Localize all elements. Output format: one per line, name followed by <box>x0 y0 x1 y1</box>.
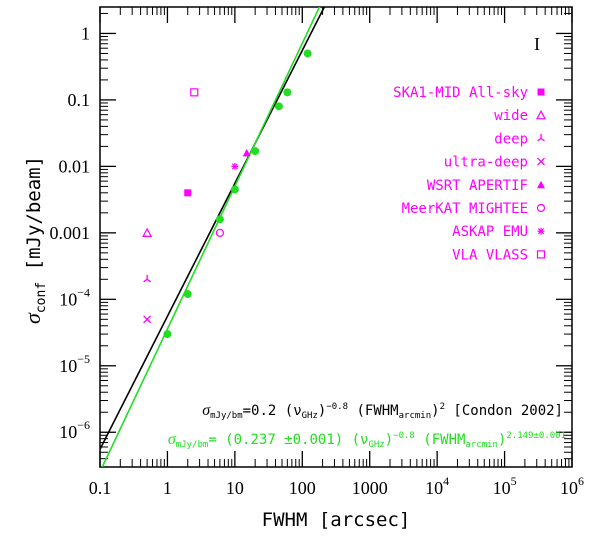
legend-label: VLA VLASS <box>452 247 528 263</box>
svg-text:σmJy/bm=0.2 (νGHz)−0.8 (FWHMar: σmJy/bm=0.2 (νGHz)−0.8 (FWHMarcmin)2 [Co… <box>202 402 563 421</box>
y-axis-title: σconf [mJy/beam] <box>20 156 49 324</box>
x-tick-label: 104 <box>425 474 449 498</box>
x-tick-label: 1 <box>163 478 172 498</box>
survey-point-open-circle <box>215 228 224 237</box>
x-tick-label: 1000 <box>352 478 388 498</box>
legend-marker-filled-triangle <box>537 180 545 189</box>
fit-point <box>215 215 224 224</box>
y-tick-label: 0.01 <box>59 156 91 176</box>
survey-point-cross <box>143 315 152 324</box>
fit-point <box>183 290 192 299</box>
fit-point <box>283 88 292 97</box>
legend-marker-open-circle <box>536 203 546 213</box>
line-condon-2002 <box>100 7 326 450</box>
y-axis-unit: [mJy/beam] <box>23 156 45 270</box>
legend-label: SKA1-MID All-sky <box>393 85 528 101</box>
legend-label: WSRT APERTIF <box>427 178 528 194</box>
legend-marker-cross <box>537 157 545 166</box>
survey-point-filled-square <box>184 189 192 197</box>
survey-point-tripod <box>143 274 152 283</box>
x-tick-label: 100 <box>289 478 316 498</box>
y-tick-label: 10−6 <box>59 418 90 442</box>
legend-label: wide <box>494 108 528 124</box>
line-fit <box>101 7 321 467</box>
fit-point <box>303 49 312 58</box>
legend-label: deep <box>494 131 528 147</box>
survey-point-open-triangle <box>142 227 153 237</box>
legend-label: ASKAP EMU <box>452 224 528 240</box>
y-tick-label: 1 <box>81 23 90 43</box>
y-tick-label: 10−4 <box>59 285 90 309</box>
legend-label: ultra-deep <box>444 155 528 171</box>
legend-marker-open-square <box>536 250 546 259</box>
x-axis-title: FWHM [arcsec] <box>262 509 411 531</box>
y-axis-symbol: σ <box>20 312 45 324</box>
legend-marker-filled-square <box>537 88 545 96</box>
y-axis-subscript: conf <box>34 282 49 313</box>
y-tick-label: 10−5 <box>59 352 90 376</box>
fit-point <box>230 185 239 194</box>
svg-text:σmJy/bm= (0.237 ±0.001) (νGHz): σmJy/bm= (0.237 ±0.001) (νGHz)−0.8 (FWHM… <box>168 431 566 450</box>
corner-mark: I <box>534 34 540 54</box>
fit-point <box>251 147 260 156</box>
plot-frame <box>99 6 573 468</box>
y-tick-label: 0.1 <box>68 90 91 110</box>
x-tick-label: 10 <box>226 478 244 498</box>
survey-point-filled-triangle <box>242 148 251 157</box>
legend-marker-tripod <box>537 133 545 142</box>
survey-point-asterisk <box>231 162 239 170</box>
survey-point-open-square <box>190 88 199 97</box>
fit-point <box>163 330 172 339</box>
x-tick-label: 105 <box>493 474 517 498</box>
legend-marker-asterisk <box>537 227 545 235</box>
legend-label: MeerKAT MIGHTEE <box>402 201 528 217</box>
equation-fit: σmJy/bm= (0.237 ±0.001) (νGHz)−0.8 (FWHM… <box>168 431 566 450</box>
equation-condon: σmJy/bm=0.2 (νGHz)−0.8 (FWHMarcmin)2 [Co… <box>202 402 563 421</box>
fit-point <box>274 102 283 111</box>
x-tick-label: 0.1 <box>89 478 112 498</box>
legend-marker-open-triangle <box>536 109 546 120</box>
svg-text:σconf [mJy/beam]: σconf [mJy/beam] <box>20 156 49 324</box>
x-tick-label: 106 <box>560 474 584 498</box>
y-tick-label: 0.001 <box>50 223 91 243</box>
